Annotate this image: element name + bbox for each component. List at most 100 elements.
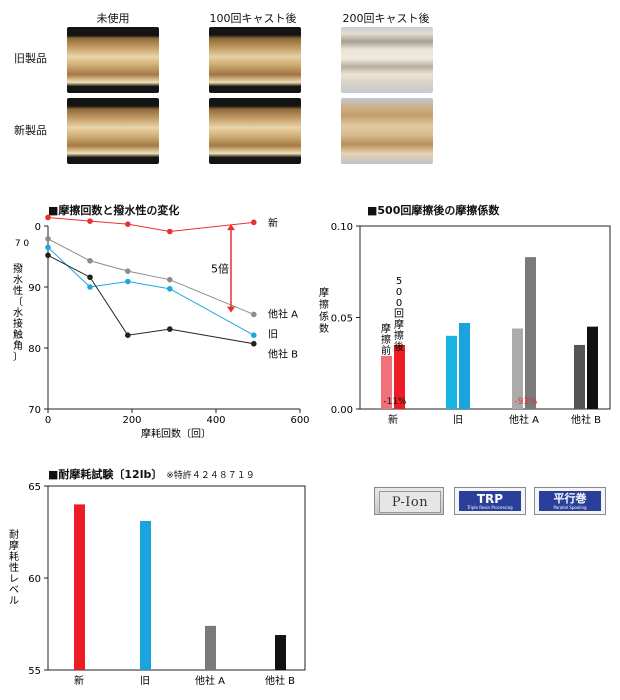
bar-1 (140, 520, 151, 670)
sample-photo-old-unused (67, 27, 159, 93)
y-axis-title-char-4: 水 (13, 307, 23, 319)
series-3-point-0 (45, 252, 51, 259)
series-label-0: 新 (268, 216, 278, 229)
series-0-point-0 (45, 214, 51, 221)
sample-photo-old-200 (341, 27, 433, 93)
sample-photo-new-200 (341, 98, 433, 164)
y-tick-label-0: 70 (28, 405, 41, 416)
series-label-2: 旧 (268, 328, 278, 340)
friction-bar-chart: 0.000.050.10摩擦係数新旧他社 A 他社 B摩擦前500回摩擦後-11%… (319, 222, 611, 426)
x-tick-label-2: 他社 A (509, 413, 539, 426)
row-header-old: 旧製品 (14, 52, 47, 65)
x-tick-label-3: 600 (290, 415, 309, 426)
series-3-point-4 (251, 340, 257, 347)
x-tick-label-0: 0 (45, 415, 51, 426)
data-label-0: -11% (383, 397, 407, 407)
series-2-point-0 (45, 244, 51, 251)
column-header-100: 100回キャスト後 (209, 12, 297, 25)
column-header-unused: 未使用 (96, 12, 130, 25)
plot-frame (47, 485, 306, 671)
x-tick-label-0: 新 (74, 674, 84, 687)
bar-3-1 (587, 326, 598, 409)
data-label-1: -93% (514, 397, 538, 407)
series-1-point-4 (251, 311, 257, 318)
y-axis-title-char-3: 〔 (13, 296, 23, 308)
bar-1-0 (446, 335, 457, 409)
y-axis-title-char-5: ベ (9, 584, 19, 596)
series-1-point-1 (87, 257, 93, 264)
bar-3-0 (574, 344, 585, 409)
y-axis-title-char-1: 摩 (9, 539, 19, 552)
x-tick-label-3: 他社 B (265, 674, 295, 687)
series-0-point-4 (251, 219, 257, 226)
y-axis-title-char-3: 性 (9, 561, 19, 574)
y-axis-title-char-6: ル (9, 596, 19, 607)
x-tick-label-1: 旧 (140, 675, 150, 687)
x-tick-label-2: 400 (206, 415, 225, 426)
annotation-arrow-head-bottom (227, 306, 235, 313)
series-label-before-char-1: 擦 (381, 333, 391, 346)
series-label-after-char-2: 0 (396, 298, 402, 309)
x-tick-label-3: 他社 B (571, 413, 601, 426)
logo-pion: P-Ion (374, 487, 444, 515)
series-2-point-3 (167, 286, 173, 292)
y-tick-label-2: 90 (28, 283, 41, 294)
series-0-point-3 (167, 228, 173, 235)
series-2-point-1 (87, 284, 93, 290)
series-3-point-2 (125, 332, 131, 338)
y-axis-title-char-1: 水 (13, 274, 23, 286)
logo-parallel-text: 平行巻 (553, 491, 587, 505)
series-label-1: 他社 A (268, 307, 298, 320)
bar-0-0 (381, 355, 392, 409)
y-axis-title-char-2: 耗 (9, 551, 19, 563)
series-label-after-char-0: 5 (396, 276, 402, 287)
y-axis-title-char-0: 撥 (13, 262, 23, 275)
bar-1-1 (459, 322, 470, 409)
y-tick-label-0: 0.00 (331, 405, 353, 416)
bar-2-1 (525, 257, 536, 409)
y-axis-title-char-2: 性 (13, 284, 23, 297)
y-axis-title-char-6: 触 (13, 328, 23, 341)
y-tick-label-1: 80 (28, 344, 41, 355)
bar-3 (275, 635, 286, 670)
x-tick-label-0: 新 (388, 413, 398, 426)
x-axis-title: 摩耗回数〔回〕 (141, 427, 211, 440)
x-tick-label-2: 他社 A (195, 674, 225, 687)
y-axis-title-char-1: 擦 (319, 298, 329, 311)
y-tick-label-0: 55 (28, 666, 41, 677)
logo-trp: TRP Triple Resin Processing (454, 487, 526, 515)
patent-note: ※特許４２４８７１９ (166, 471, 255, 481)
y-tick-label-2: 0.10 (331, 222, 353, 233)
bar-2-0 (512, 328, 523, 409)
logo-parallel: 平行巻 Parallel Spooling (534, 487, 606, 515)
series-label-before-char-2: 前 (381, 344, 391, 357)
logo-parallel-subtext: Parallel Spooling (553, 504, 587, 510)
sample-photo-old-100 (209, 27, 301, 93)
y-axis-title-char-4: レ (9, 574, 19, 585)
y-tick-label-2: 65 (28, 482, 41, 493)
friction-chart-title: ■500回摩擦後の摩擦係数 (367, 204, 500, 217)
sample-photo-new-unused (67, 98, 159, 164)
series-2-point-2 (125, 278, 131, 285)
series-label-after-char-5: 擦 (394, 329, 404, 342)
sample-photo-new-100 (209, 98, 301, 164)
y-axis-title-char-0: 摩 (319, 286, 329, 299)
series-label-before-char-0: 摩 (381, 322, 391, 335)
y-axis-title-char-5: 接 (13, 317, 23, 330)
y-tick-label-1: 0.05 (331, 314, 353, 325)
series-label-after-char-4: 摩 (394, 318, 404, 331)
series-0-point-2 (125, 221, 131, 227)
y-axis-title-char-3: 数 (319, 322, 329, 335)
y-tick-label-1: 60 (28, 574, 41, 585)
row-header-new: 新製品 (14, 124, 47, 137)
series-label-3: 他社 B (268, 347, 298, 360)
y-tick-label-3: 0 (35, 222, 41, 233)
x-tick-label-1: 200 (122, 415, 141, 426)
y-axis-title-char-7: 角 (13, 340, 23, 352)
series-1-point-2 (125, 268, 131, 274)
annotation-arrow-head-top (227, 224, 235, 231)
y-tick-extra: 7 0 (15, 239, 30, 249)
series-1-point-0 (45, 236, 51, 242)
